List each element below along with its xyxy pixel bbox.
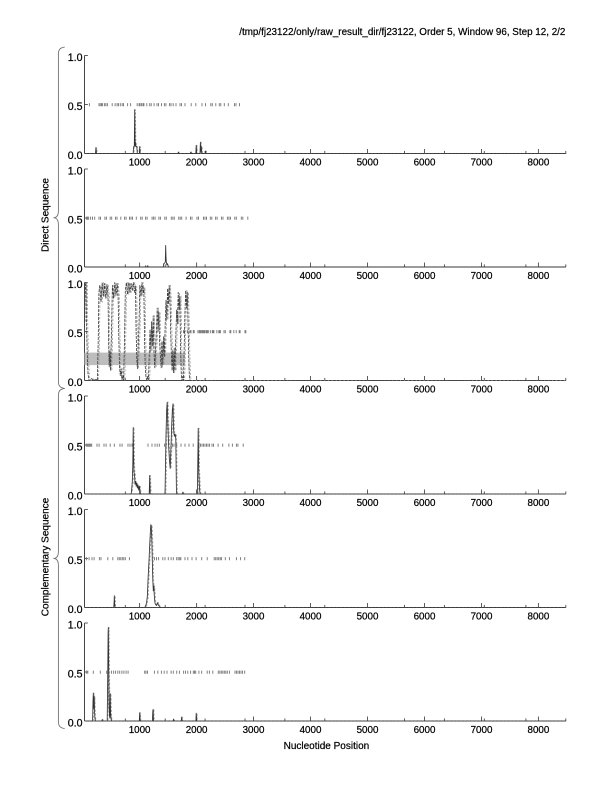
svg-text:Complementary Sequence: Complementary Sequence — [41, 497, 52, 616]
svg-text:Direct Sequence: Direct Sequence — [41, 178, 52, 252]
svg-text:Nucleotide Position: Nucleotide Position — [284, 741, 370, 752]
svg-text:/tmp/fj23122/only/raw_result_d: /tmp/fj23122/only/raw_result_dir/fj23122… — [239, 27, 565, 38]
